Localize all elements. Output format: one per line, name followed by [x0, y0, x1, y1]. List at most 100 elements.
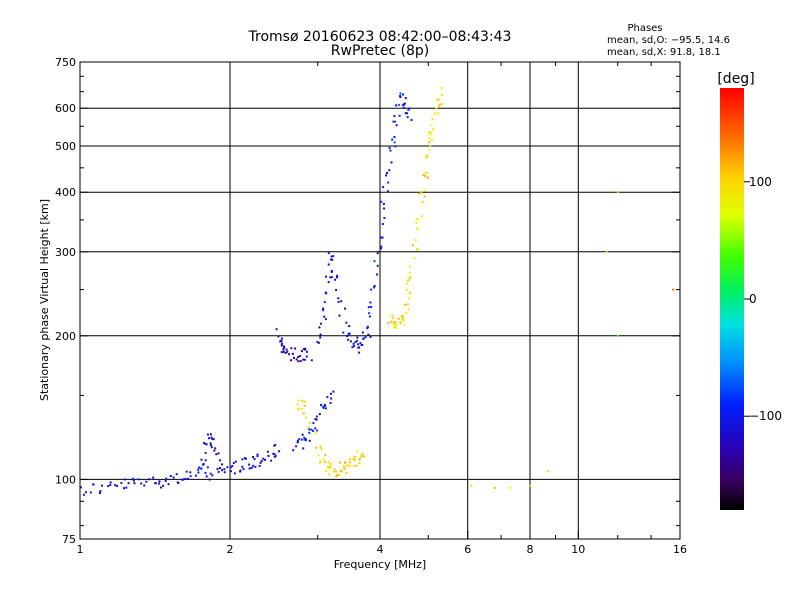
- trace-point: [213, 449, 216, 452]
- trace-point: [274, 443, 277, 446]
- trace-point: [429, 133, 432, 136]
- trace-point: [395, 323, 398, 326]
- trace-point: [361, 452, 364, 455]
- trace-point: [305, 416, 307, 419]
- trace-point: [409, 291, 412, 294]
- trace-point: [185, 470, 188, 473]
- trace-point: [437, 99, 440, 102]
- trace-point: [203, 441, 205, 444]
- trace-point: [239, 470, 242, 473]
- trace-point: [356, 339, 358, 342]
- trace-point: [409, 265, 411, 268]
- trace-point: [339, 461, 341, 464]
- trace-point: [383, 217, 386, 219]
- trace-point: [402, 319, 405, 322]
- trace-point: [418, 192, 421, 195]
- trace-point: [137, 478, 140, 481]
- trace-point: [253, 458, 256, 461]
- y-tick-label: 400: [55, 186, 76, 199]
- trace-point: [329, 401, 332, 404]
- trace-point: [352, 458, 355, 461]
- trace-point: [324, 461, 327, 464]
- trace-point: [438, 105, 441, 108]
- trace-point: [304, 439, 307, 442]
- trace-point: [189, 475, 192, 478]
- colorbar-ticks: −100 0 100: [744, 175, 782, 423]
- trace-point: [242, 468, 245, 471]
- trace-point: [172, 476, 175, 479]
- trace-point: [404, 97, 407, 100]
- trace-point: [399, 96, 402, 98]
- trace-point: [277, 335, 280, 338]
- trace-point: [440, 103, 443, 106]
- trace-point: [262, 457, 265, 460]
- trace-point: [346, 463, 349, 466]
- trace-point: [84, 491, 87, 494]
- trace-point: [152, 476, 155, 479]
- trace-point: [297, 360, 300, 363]
- trace-point: [209, 433, 212, 436]
- stats-o-line: mean, sd,O: −95.5, 14.6: [607, 35, 730, 46]
- trace-point: [322, 406, 325, 409]
- trace-point: [226, 466, 229, 469]
- trace-point: [416, 227, 419, 230]
- trace-point: [391, 138, 394, 141]
- trace-point: [403, 102, 406, 105]
- trace-point: [233, 472, 236, 475]
- y-tick-label: 75: [62, 533, 76, 546]
- trace-point: [362, 455, 365, 458]
- trace-point: [209, 442, 212, 445]
- trace-point: [323, 315, 326, 318]
- trace-point: [352, 342, 355, 345]
- y-tick-label: 750: [55, 56, 76, 69]
- trace-point: [273, 453, 276, 455]
- data-points: [79, 87, 675, 496]
- trace-point: [206, 466, 209, 469]
- trace-point: [189, 471, 192, 474]
- trace-point: [248, 463, 250, 466]
- trace-point: [428, 137, 431, 140]
- trace-point: [322, 309, 325, 312]
- trace-point: [296, 439, 299, 442]
- trace-point: [329, 258, 332, 261]
- trace-point: [319, 445, 322, 448]
- trace-point: [223, 471, 226, 474]
- trace-point: [413, 257, 416, 260]
- trace-point: [202, 462, 205, 465]
- trace-point: [412, 244, 414, 247]
- trace-point: [280, 340, 282, 342]
- trace-point: [406, 112, 409, 115]
- chart-subtitle: RwPretec (8p): [331, 43, 429, 59]
- trace-point: [393, 325, 396, 328]
- trace-point: [401, 315, 404, 318]
- trace-point: [301, 399, 304, 402]
- trace-point: [260, 460, 263, 462]
- trace-point: [349, 458, 352, 461]
- colorbar-tick-label: 100: [749, 175, 772, 189]
- trace-point: [208, 478, 211, 481]
- trace-point: [386, 172, 388, 174]
- trace-point: [399, 321, 402, 323]
- trace-point: [280, 351, 283, 354]
- trace-point: [241, 458, 244, 461]
- trace-point: [406, 282, 408, 285]
- trace-point: [338, 474, 340, 477]
- x-axis-label: Frequency [MHz]: [334, 558, 426, 571]
- colorbar-tick-label: 0: [749, 292, 757, 306]
- trace-point: [386, 190, 389, 193]
- trace-point: [362, 337, 365, 340]
- trace-point: [399, 94, 402, 97]
- x-tick-label: 8: [527, 543, 534, 556]
- trace-point: [243, 457, 246, 460]
- trace-point: [300, 350, 303, 353]
- trace-point: [403, 323, 406, 326]
- trace-point: [395, 327, 398, 329]
- trace-point: [307, 426, 310, 429]
- trace-point: [426, 172, 429, 175]
- trace-point: [327, 281, 330, 284]
- trace-point: [407, 308, 410, 311]
- trace-point: [382, 186, 385, 189]
- trace-point: [432, 128, 435, 131]
- trace-point: [408, 277, 411, 280]
